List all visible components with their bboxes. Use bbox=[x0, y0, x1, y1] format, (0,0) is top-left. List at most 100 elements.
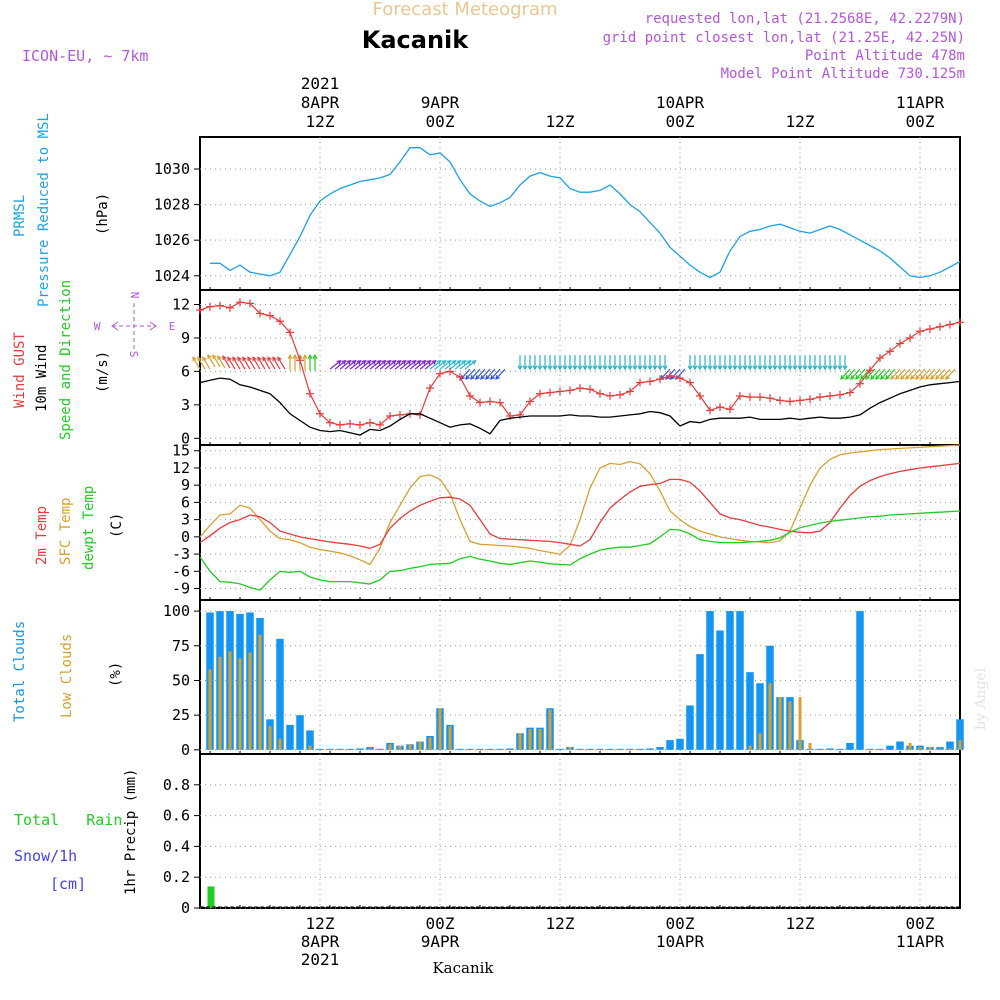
arrow-head bbox=[772, 365, 778, 371]
wind-direction-arrow bbox=[252, 356, 261, 370]
wind-direction-arrow bbox=[292, 353, 298, 371]
low-cloud-bar bbox=[368, 748, 372, 750]
pressure-labels: PRMSL Pressure Reduced to MSL (hPa) bbox=[12, 113, 111, 307]
arrow-shaft bbox=[660, 368, 671, 380]
arrow-head bbox=[717, 365, 723, 371]
y-tick-label: 1028 bbox=[154, 196, 190, 214]
cloud-bar bbox=[706, 611, 714, 750]
arrow-head bbox=[900, 374, 905, 380]
arrow-shaft bbox=[257, 356, 266, 370]
wind-direction-arrow bbox=[454, 359, 467, 370]
gust-marker bbox=[356, 420, 364, 429]
snow-unit-label: [cm] bbox=[50, 875, 86, 893]
arrow-shaft bbox=[217, 355, 226, 369]
arrow-shaft bbox=[925, 368, 936, 380]
wind-direction-arrow bbox=[722, 355, 728, 371]
wind-direction-arrow bbox=[747, 355, 753, 371]
cloud-bar bbox=[616, 748, 624, 750]
wind-direction-arrow bbox=[359, 359, 372, 370]
arrow-shaft bbox=[945, 368, 956, 380]
bottom-time-label: 11APR bbox=[896, 932, 945, 951]
arrow-head bbox=[697, 365, 703, 371]
wind-direction-arrow bbox=[657, 355, 663, 371]
wind-direction-arrow bbox=[459, 359, 472, 370]
total-cloud-bar bbox=[286, 724, 294, 750]
arrow-head bbox=[842, 365, 848, 371]
wind-direction-arrow bbox=[567, 355, 573, 371]
arrow-head bbox=[802, 365, 808, 371]
low-cloud-bar bbox=[428, 737, 432, 750]
arrow-head bbox=[456, 359, 462, 365]
total-cloud-bar bbox=[506, 748, 514, 750]
cloud-bar bbox=[516, 733, 524, 750]
wind-direction-arrow bbox=[707, 355, 713, 371]
arrow-head bbox=[411, 359, 417, 365]
gust-marker bbox=[696, 391, 704, 400]
arrow-head bbox=[376, 359, 382, 365]
wind-direction-arrow bbox=[842, 355, 848, 371]
top-time-label: 2021 bbox=[301, 74, 340, 93]
wind-direction-arrow bbox=[617, 355, 623, 371]
wind-direction-arrow bbox=[552, 355, 558, 371]
cloud-bar bbox=[216, 611, 224, 750]
arrow-head bbox=[707, 365, 713, 371]
cloud-bar bbox=[686, 705, 694, 750]
total-cloud-bar bbox=[306, 730, 314, 750]
wind-direction-arrow bbox=[429, 359, 442, 370]
y-tick-label: 0 bbox=[181, 429, 190, 447]
bottom-time-label: 9APR bbox=[421, 932, 460, 951]
total-cloud-bar bbox=[856, 611, 864, 750]
cloud-bar bbox=[926, 747, 934, 750]
arrow-head bbox=[542, 365, 548, 371]
arrow-shaft bbox=[940, 368, 951, 380]
bottom-time-label: 12Z bbox=[546, 914, 575, 933]
wind-direction-arrow bbox=[517, 355, 523, 371]
arrow-head bbox=[767, 365, 773, 371]
wind-direction-arrow bbox=[287, 353, 293, 371]
wind-direction-arrow bbox=[490, 368, 501, 380]
gust-marker bbox=[666, 371, 674, 380]
arrow-shaft bbox=[855, 368, 866, 380]
arrow-head bbox=[920, 374, 925, 380]
arrow-head bbox=[925, 374, 930, 380]
total-cloud-bar bbox=[756, 683, 764, 750]
wind-direction-arrow bbox=[697, 355, 703, 371]
cloud-bar bbox=[716, 630, 724, 750]
gust-marker bbox=[706, 406, 714, 415]
wind-direction-arrow bbox=[394, 359, 407, 370]
cloud-bar bbox=[936, 747, 944, 750]
y-tick-label: 9 bbox=[181, 476, 190, 494]
cloud-bar bbox=[426, 735, 434, 750]
arrow-head bbox=[692, 365, 698, 371]
top-time-label: 12Z bbox=[786, 112, 815, 131]
arrow-head bbox=[905, 374, 910, 380]
arrow-shaft bbox=[379, 360, 391, 370]
gust-marker bbox=[886, 347, 894, 356]
wind-direction-arrow bbox=[212, 353, 221, 368]
wind-direction-arrow bbox=[850, 368, 861, 380]
cloud-bar bbox=[396, 745, 404, 750]
arrow-head bbox=[552, 365, 558, 371]
cloud-labels: Total Clouds Low Clouds (%) bbox=[12, 621, 124, 722]
wind-direction-arrow bbox=[935, 368, 946, 380]
cloud-bar bbox=[896, 741, 904, 750]
wind-direction-arrow bbox=[384, 359, 397, 370]
arrow-head bbox=[687, 365, 693, 371]
wind-direction-arrow bbox=[485, 368, 496, 380]
low-cloud-bar bbox=[408, 744, 412, 750]
wind-direction-arrow bbox=[845, 368, 856, 380]
wind-direction-arrow bbox=[782, 355, 788, 371]
wind-direction-arrow bbox=[227, 356, 236, 370]
arrow-head bbox=[757, 365, 763, 371]
top-time-label: 12Z bbox=[306, 112, 335, 131]
cloud-bar bbox=[626, 748, 634, 750]
total-cloud-bar bbox=[866, 748, 874, 750]
arrow-head bbox=[777, 365, 783, 371]
arrow-shaft bbox=[419, 360, 431, 370]
gust-marker bbox=[746, 393, 754, 402]
wind-direction-arrow bbox=[237, 356, 246, 370]
low-cloud-bar bbox=[528, 729, 532, 750]
gust-marker bbox=[606, 391, 614, 400]
gust-marker bbox=[526, 397, 534, 406]
arrow-head bbox=[426, 359, 432, 365]
